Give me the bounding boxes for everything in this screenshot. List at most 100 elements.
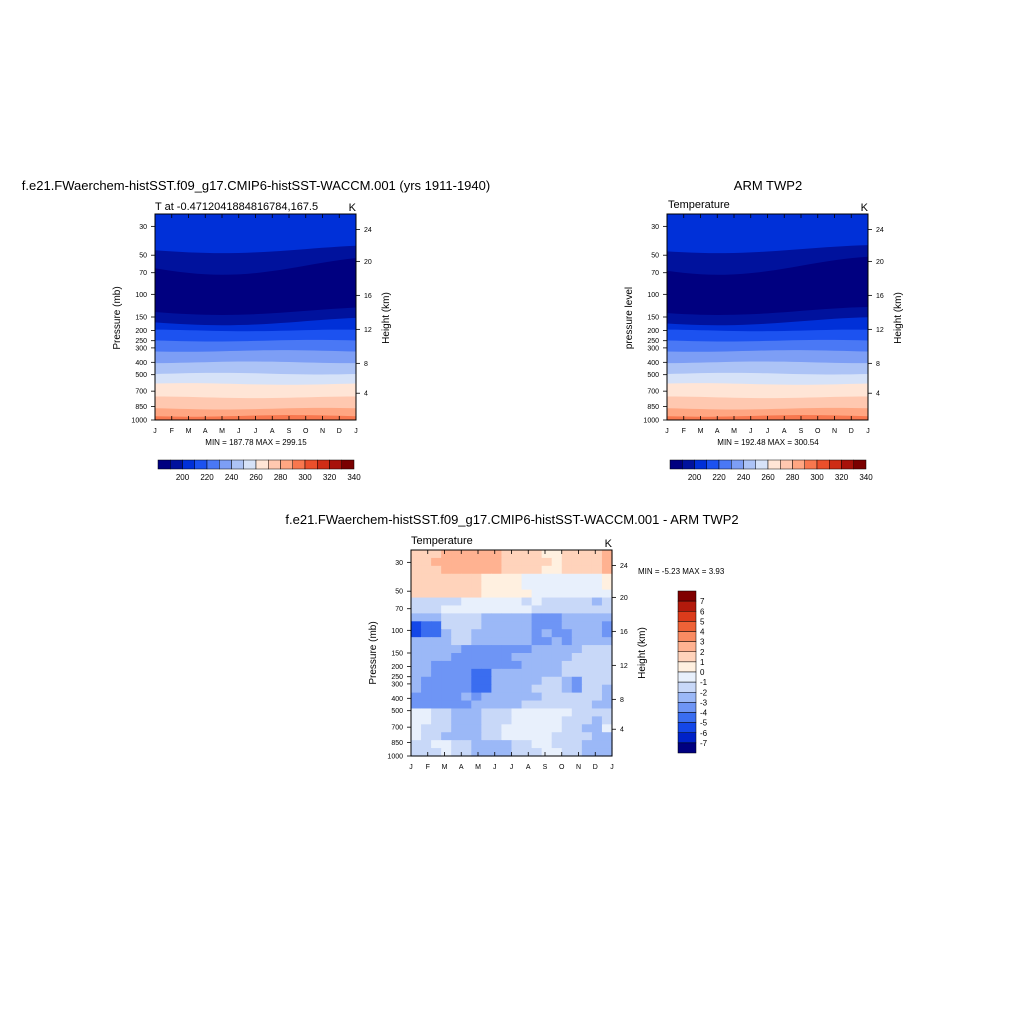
x-tick-label: J	[766, 428, 770, 435]
contour-cell	[571, 565, 583, 575]
contour-cell	[451, 565, 462, 575]
contour-cell	[481, 700, 492, 710]
contour-cell	[571, 660, 583, 670]
contour-cell	[451, 629, 462, 638]
contour-cell	[591, 565, 603, 575]
contour-cell	[481, 748, 492, 757]
colorbar-label: 2	[700, 648, 705, 657]
contour-cell	[471, 708, 482, 717]
contour-cell	[531, 645, 543, 654]
contour-cell	[591, 660, 603, 670]
contour-cell	[501, 692, 513, 702]
y-tick-label: 30	[139, 224, 147, 231]
contour-cell	[501, 700, 513, 710]
contour-cell	[581, 732, 593, 741]
contour-cell	[481, 589, 492, 599]
contour-cell	[501, 645, 513, 654]
contour-cell	[421, 550, 432, 559]
panel-subtitle-right: K	[861, 202, 869, 214]
contour-cell	[491, 668, 503, 678]
contour-cell	[481, 740, 492, 749]
contour-cell	[551, 637, 563, 646]
contour-cell	[511, 565, 523, 575]
x-tick-label: N	[576, 764, 581, 771]
contour-cell	[441, 605, 452, 614]
contour-cell	[521, 581, 533, 591]
colorbar-label: 4	[700, 628, 705, 637]
y2-tick-label: 8	[620, 697, 624, 704]
contour-cell	[411, 692, 422, 702]
contour-cell	[571, 550, 583, 559]
contour-cell	[461, 597, 472, 607]
y-tick-label: 850	[647, 404, 659, 411]
contour-cell	[441, 645, 452, 654]
contour-cell	[521, 653, 533, 662]
contour-cell	[581, 573, 593, 583]
contour-cell	[501, 748, 513, 757]
contour-cell	[491, 629, 503, 638]
contour-cell	[531, 637, 543, 646]
colorbar-swatch	[255, 459, 269, 470]
contour-cell	[411, 716, 422, 725]
contour-cell	[441, 700, 452, 710]
contour-cell	[601, 708, 613, 717]
colorbar-label: -7	[700, 739, 708, 748]
colorbar-swatch	[677, 671, 697, 683]
contour-cell	[411, 724, 422, 733]
contour-cell	[461, 605, 472, 614]
y-tick-label: 400	[391, 696, 403, 703]
contour-cell	[491, 621, 503, 630]
y-tick-label: 70	[139, 270, 147, 277]
contour-cell	[461, 557, 472, 567]
contour-cell	[451, 621, 462, 630]
contour-cell	[581, 708, 593, 717]
contour-cell	[541, 629, 553, 638]
colorbar-swatch	[829, 459, 842, 470]
contour-cell	[421, 557, 432, 567]
colorbar-swatch	[677, 702, 697, 713]
colorbar-swatch	[329, 459, 342, 470]
contour-cell	[411, 629, 422, 638]
colorbar-swatch	[677, 621, 697, 632]
colorbar-swatch	[677, 681, 697, 693]
x-tick-label: A	[782, 428, 787, 435]
contour-cell	[501, 629, 513, 638]
y-tick-label: 30	[651, 224, 659, 231]
colorbar-label: 0	[700, 668, 705, 677]
contour-cell	[521, 597, 533, 607]
y-tick-label: 250	[391, 674, 403, 681]
contour-cell	[591, 708, 603, 717]
contour-cell	[511, 605, 523, 614]
contour-cell	[421, 637, 432, 646]
y-tick-label: 50	[395, 589, 403, 596]
contour-cell	[451, 668, 462, 678]
colorbar-swatch	[243, 459, 257, 470]
contour-cell	[541, 573, 553, 583]
colorbar-swatch	[694, 459, 707, 470]
contour-cell	[431, 581, 442, 591]
contour-cell	[561, 645, 573, 654]
contour-cell	[531, 732, 543, 741]
contour-cell	[481, 637, 492, 646]
contour-cell	[561, 708, 573, 717]
contour-cell	[461, 573, 472, 583]
panel-subtitle-right: K	[605, 538, 613, 550]
contour-cell	[491, 700, 503, 710]
contour-cell	[511, 645, 523, 654]
colorbar-swatch	[743, 459, 756, 470]
contour-cell	[431, 700, 442, 710]
contour-cell	[461, 565, 472, 575]
x-tick-label: S	[287, 428, 292, 435]
x-tick-label: M	[186, 428, 192, 435]
contour-cell	[601, 653, 613, 662]
y-tick-label: 700	[647, 389, 659, 396]
contour-cell	[581, 653, 593, 662]
contour-cell	[521, 724, 533, 733]
contour-cell	[471, 565, 482, 575]
contour-cell	[551, 605, 563, 614]
contour-cell	[421, 660, 432, 670]
panel-title: f.e21.FWaerchem-histSST.f09_g17.CMIP6-hi…	[285, 512, 738, 527]
contour-cell	[551, 716, 563, 725]
contour-cell	[461, 676, 472, 686]
